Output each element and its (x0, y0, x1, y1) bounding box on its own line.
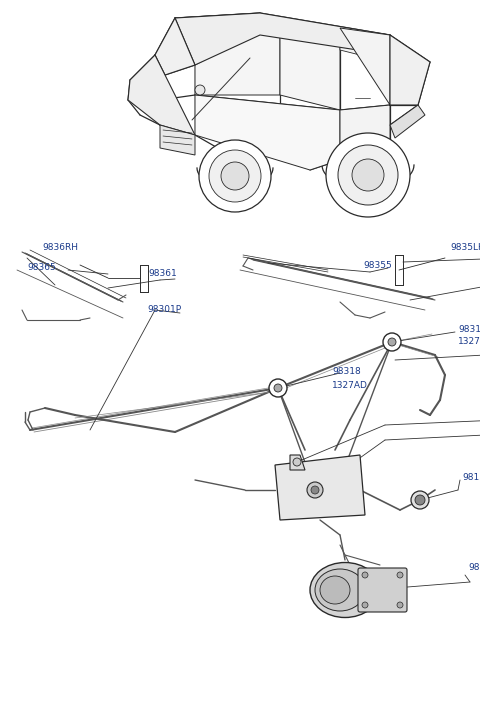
Text: 1327AD: 1327AD (332, 380, 368, 389)
Circle shape (269, 379, 287, 397)
Circle shape (415, 495, 425, 505)
Circle shape (326, 133, 410, 217)
Circle shape (397, 602, 403, 608)
Circle shape (221, 162, 249, 190)
Circle shape (397, 572, 403, 578)
Text: 98318: 98318 (458, 325, 480, 335)
Text: 9836RH: 9836RH (42, 243, 78, 252)
Text: 98365: 98365 (27, 264, 56, 273)
Polygon shape (128, 55, 195, 135)
Polygon shape (280, 20, 340, 110)
Polygon shape (390, 105, 425, 138)
Circle shape (195, 85, 205, 95)
Text: 98100: 98100 (468, 564, 480, 572)
Circle shape (362, 572, 368, 578)
Text: 98318: 98318 (332, 368, 361, 377)
Polygon shape (155, 18, 195, 75)
Circle shape (209, 150, 261, 202)
Circle shape (388, 338, 396, 346)
Polygon shape (340, 28, 390, 160)
Text: 98131C: 98131C (462, 472, 480, 482)
Circle shape (311, 486, 319, 494)
Circle shape (352, 159, 384, 191)
Polygon shape (160, 125, 195, 155)
Circle shape (199, 140, 271, 212)
Ellipse shape (320, 576, 350, 604)
Text: 98361: 98361 (148, 269, 177, 278)
Text: 1327AD: 1327AD (458, 337, 480, 347)
Polygon shape (390, 35, 430, 105)
Polygon shape (275, 455, 365, 520)
Ellipse shape (310, 562, 380, 617)
Circle shape (338, 145, 398, 205)
Text: 98355: 98355 (363, 261, 392, 269)
Text: 9835LH: 9835LH (450, 243, 480, 252)
Polygon shape (195, 20, 280, 95)
Circle shape (307, 482, 323, 498)
Circle shape (274, 384, 282, 392)
Polygon shape (340, 28, 390, 55)
Circle shape (383, 333, 401, 351)
Ellipse shape (315, 569, 365, 611)
Polygon shape (175, 13, 390, 65)
Polygon shape (195, 95, 340, 170)
Circle shape (411, 491, 429, 509)
Circle shape (293, 458, 301, 466)
Polygon shape (175, 13, 260, 65)
FancyBboxPatch shape (358, 568, 407, 612)
Circle shape (362, 602, 368, 608)
Text: 98301P: 98301P (147, 306, 181, 314)
Polygon shape (290, 455, 305, 470)
